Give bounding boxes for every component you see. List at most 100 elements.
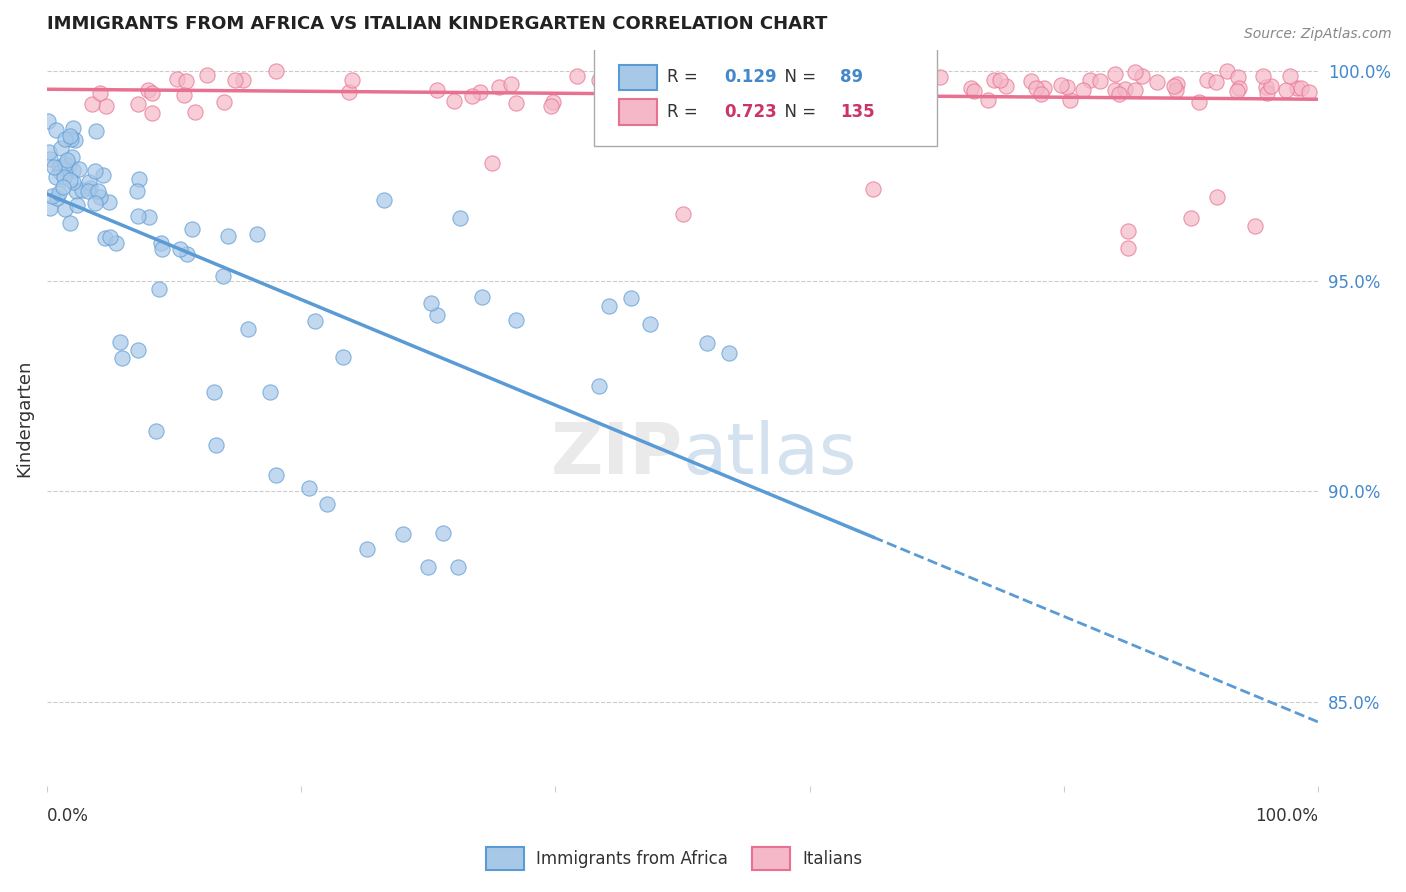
- Point: [87, 184, 110, 198]
- Point: [501, 77, 523, 91]
- Point: [903, 89, 925, 103]
- Point: [832, 83, 855, 97]
- Point: [45, 123, 67, 137]
- Point: [1104, 83, 1126, 97]
- Point: [1071, 83, 1094, 97]
- Point: [734, 76, 756, 90]
- Point: [449, 211, 471, 225]
- Point: [38, 145, 60, 159]
- Point: [169, 243, 191, 257]
- Point: [848, 75, 870, 89]
- Point: [202, 384, 225, 399]
- Point: [91, 168, 114, 182]
- Point: [505, 313, 527, 327]
- Point: [232, 73, 254, 87]
- Point: [1104, 67, 1126, 81]
- Point: [815, 78, 838, 93]
- Point: [1059, 93, 1081, 107]
- Point: [793, 69, 815, 83]
- Point: [141, 106, 163, 120]
- Point: [418, 560, 440, 574]
- Point: [145, 424, 167, 438]
- Point: [671, 63, 693, 78]
- Bar: [619, 64, 657, 90]
- Point: [79, 181, 101, 195]
- Point: [356, 541, 378, 556]
- Point: [821, 75, 844, 89]
- Point: [82, 97, 104, 112]
- Point: [184, 105, 207, 120]
- Point: [298, 481, 321, 495]
- Point: [988, 73, 1011, 87]
- Bar: [619, 99, 657, 125]
- Point: [1279, 70, 1302, 84]
- Point: [426, 308, 449, 322]
- Point: [1116, 240, 1139, 254]
- Point: [834, 80, 856, 95]
- Point: [595, 89, 617, 103]
- Point: [1123, 83, 1146, 97]
- Point: [645, 91, 668, 105]
- Point: [53, 132, 76, 146]
- Point: [1285, 80, 1308, 95]
- Point: [1080, 72, 1102, 87]
- Point: [392, 526, 415, 541]
- Point: [264, 63, 287, 78]
- Point: [1227, 81, 1250, 95]
- Point: [1226, 84, 1249, 98]
- Point: [963, 84, 986, 98]
- Point: [53, 169, 76, 184]
- Point: [1205, 75, 1227, 89]
- Text: N =: N =: [775, 103, 821, 120]
- Point: [39, 201, 62, 215]
- Text: Immigrants from Africa: Immigrants from Africa: [536, 849, 728, 868]
- Point: [588, 379, 610, 393]
- Bar: [486, 847, 523, 870]
- Text: ZIP: ZIP: [550, 420, 682, 489]
- Point: [620, 92, 643, 106]
- Point: [644, 94, 666, 108]
- Point: [264, 467, 287, 482]
- Point: [763, 75, 786, 89]
- Point: [373, 193, 395, 207]
- Point: [714, 75, 737, 89]
- Point: [49, 165, 72, 179]
- Point: [62, 163, 84, 178]
- FancyBboxPatch shape: [593, 46, 936, 145]
- Point: [1298, 85, 1320, 99]
- Point: [59, 129, 82, 144]
- Point: [89, 87, 111, 101]
- Point: [127, 184, 149, 198]
- Text: 0.129: 0.129: [724, 68, 778, 86]
- Text: 100.0%: 100.0%: [1256, 807, 1319, 825]
- Point: [624, 69, 647, 83]
- Point: [304, 314, 326, 328]
- Point: [768, 95, 790, 110]
- Point: [1163, 78, 1185, 93]
- Point: [426, 83, 449, 97]
- Point: [959, 80, 981, 95]
- Point: [52, 179, 75, 194]
- Point: [150, 235, 173, 250]
- Point: [94, 99, 117, 113]
- Point: [59, 173, 82, 187]
- Point: [53, 202, 76, 216]
- Point: [37, 114, 59, 128]
- Point: [176, 246, 198, 260]
- Text: 89: 89: [841, 68, 863, 86]
- Point: [588, 73, 610, 87]
- Point: [693, 78, 716, 93]
- Point: [205, 438, 228, 452]
- Point: [443, 94, 465, 108]
- Point: [98, 229, 121, 244]
- Point: [1108, 87, 1130, 101]
- Text: N =: N =: [775, 68, 821, 86]
- Point: [1029, 87, 1052, 101]
- Point: [66, 198, 89, 212]
- Point: [138, 210, 160, 224]
- Point: [59, 132, 82, 146]
- Point: [315, 497, 337, 511]
- Point: [598, 300, 620, 314]
- Point: [212, 95, 235, 109]
- Point: [1130, 69, 1153, 83]
